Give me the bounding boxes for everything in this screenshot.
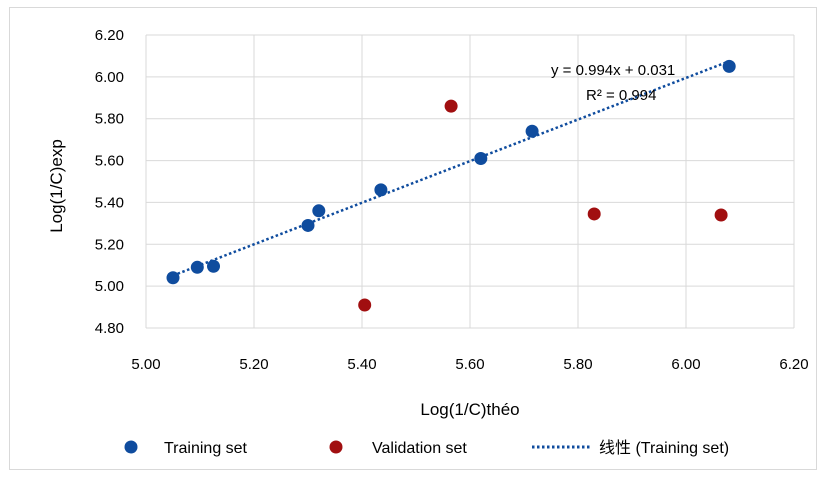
trendline xyxy=(172,60,730,277)
y-tick-label: 5.40 xyxy=(95,194,124,211)
y-tick-label: 6.20 xyxy=(95,27,124,44)
y-tick-label: 5.20 xyxy=(95,236,124,253)
y-tick-label: 5.60 xyxy=(95,153,124,170)
legend-marker-training xyxy=(124,440,138,454)
data-points xyxy=(166,59,736,312)
y-axis-title: Log(1/C)exp xyxy=(47,139,66,233)
validation-point xyxy=(444,99,458,113)
training-point xyxy=(312,204,326,218)
training-point xyxy=(525,124,539,138)
x-tick-labels: 5.00 5.20 5.40 5.60 5.80 6.00 6.20 xyxy=(131,356,808,373)
legend-marker-validation xyxy=(329,440,343,454)
validation-point xyxy=(587,207,601,221)
training-point xyxy=(474,151,488,165)
trendline-equation: y = 0.994x + 0.031 xyxy=(551,62,675,79)
legend-label-training: Training set xyxy=(164,440,248,457)
x-tick-label: 5.20 xyxy=(239,356,268,373)
legend: Training set Validation set 线性 (Training… xyxy=(124,439,729,457)
x-tick-label: 5.80 xyxy=(563,356,592,373)
x-tick-label: 6.00 xyxy=(671,356,700,373)
training-point xyxy=(301,218,315,232)
chart-frame xyxy=(9,7,817,470)
y-tick-label: 4.80 xyxy=(95,320,124,337)
y-tick-label: 5.80 xyxy=(95,111,124,128)
validation-point xyxy=(714,208,728,222)
training-point xyxy=(374,183,388,197)
trendline-r2: R² = 0.994 xyxy=(586,87,656,104)
training-point xyxy=(722,59,736,73)
legend-label-validation: Validation set xyxy=(372,440,467,457)
training-point xyxy=(190,260,204,274)
training-point xyxy=(166,271,180,285)
x-tick-label: 6.20 xyxy=(779,356,808,373)
y-tick-label: 6.00 xyxy=(95,69,124,86)
x-axis-title: Log(1/C)théo xyxy=(420,400,519,419)
x-tick-label: 5.00 xyxy=(131,356,160,373)
x-tick-label: 5.60 xyxy=(455,356,484,373)
trendline-layer xyxy=(172,60,730,277)
legend-label-trendline: 线性 (Training set) xyxy=(599,439,729,457)
validation-point xyxy=(358,298,372,312)
y-tick-label: 5.00 xyxy=(95,278,124,295)
x-tick-label: 5.40 xyxy=(347,356,376,373)
gridlines xyxy=(145,34,795,329)
training-point xyxy=(207,259,220,273)
y-tick-labels: 4.80 5.00 5.20 5.40 5.60 5.80 6.00 6.20 xyxy=(95,27,124,337)
